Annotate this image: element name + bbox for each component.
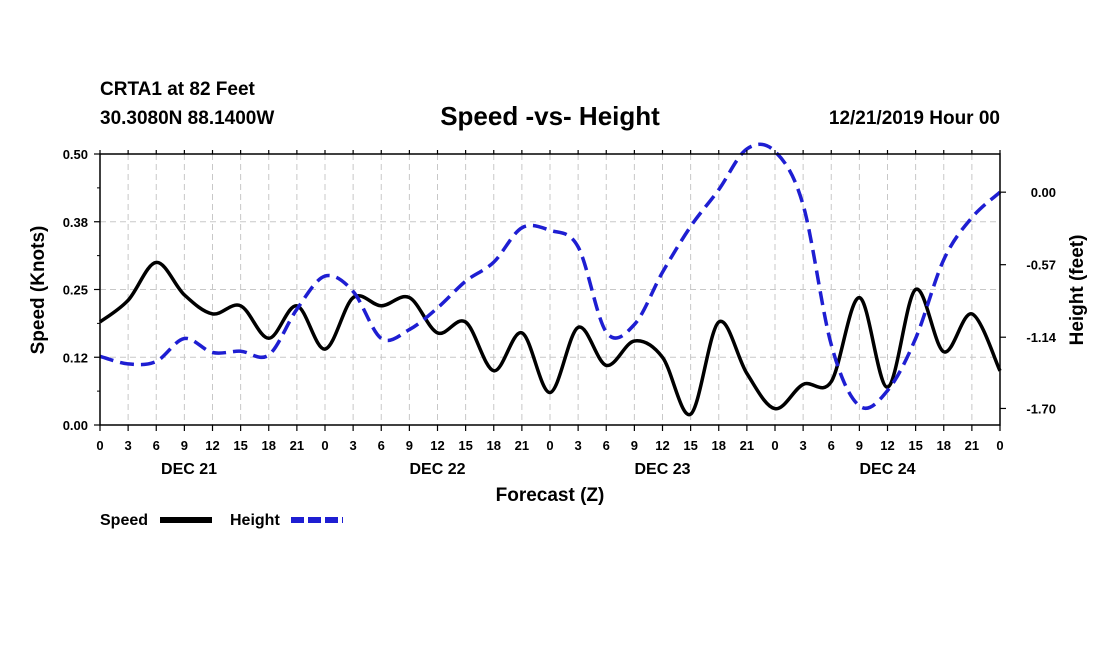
x-tick-label: 6 bbox=[603, 438, 610, 453]
x-tick-label: 21 bbox=[290, 438, 304, 453]
series-speed-line bbox=[98, 260, 1002, 416]
legend-speed-label: Speed bbox=[100, 512, 148, 529]
station-label: CRTA1 at 82 Feet bbox=[100, 79, 256, 100]
x-tick-label: 3 bbox=[350, 438, 357, 453]
axes: 0 3 6 9 12 15 18 21 0 3 6 9 12 15 18 21 0 3 6 9 12 15 18 21 0 3 6 9… bbox=[63, 147, 1057, 478]
right-tick-label: -1.70 bbox=[1026, 401, 1056, 416]
series-layer bbox=[98, 142, 1002, 416]
x-tick-label: 21 bbox=[515, 438, 529, 453]
x-tick-label: 18 bbox=[937, 438, 951, 453]
x-tick-label: 6 bbox=[153, 438, 160, 453]
x-tick-label: 12 bbox=[655, 438, 669, 453]
x-tick-label: 9 bbox=[856, 438, 863, 453]
x-tick-label: 9 bbox=[406, 438, 413, 453]
date-label: DEC 22 bbox=[409, 461, 465, 478]
x-tick-label: 18 bbox=[262, 438, 276, 453]
x-tick-label: 15 bbox=[233, 438, 247, 453]
x-tick-label: 15 bbox=[908, 438, 922, 453]
x-tick-label: 3 bbox=[800, 438, 807, 453]
x-tick-label: 9 bbox=[181, 438, 188, 453]
left-tick-label: 0.00 bbox=[63, 418, 88, 433]
left-tick-label: 0.12 bbox=[63, 350, 88, 365]
x-tick-label: 6 bbox=[828, 438, 835, 453]
run-time-label: 12/21/2019 Hour 00 bbox=[829, 108, 1000, 129]
right-tick-label: -1.14 bbox=[1026, 330, 1056, 345]
x-tick-label: 12 bbox=[430, 438, 444, 453]
x-tick-label: 0 bbox=[996, 438, 1003, 453]
right-tick-label: 0.00 bbox=[1031, 185, 1056, 200]
x-tick-label: 3 bbox=[125, 438, 132, 453]
x-axis-title: Forecast (Z) bbox=[496, 485, 605, 506]
x-tick-label: 21 bbox=[740, 438, 754, 453]
x-tick-label: 18 bbox=[712, 438, 726, 453]
legend: Speed Height bbox=[100, 512, 343, 529]
x-tick-label: 21 bbox=[965, 438, 979, 453]
x-tick-label: 0 bbox=[771, 438, 778, 453]
x-tick-label: 0 bbox=[546, 438, 553, 453]
right-axis-title: Height (feet) bbox=[1067, 235, 1088, 346]
x-tick-label: 3 bbox=[575, 438, 582, 453]
x-tick-label: 15 bbox=[458, 438, 472, 453]
date-label: DEC 24 bbox=[859, 461, 915, 478]
date-label: DEC 21 bbox=[161, 461, 217, 478]
x-tick-label: 0 bbox=[96, 438, 103, 453]
legend-height-label: Height bbox=[230, 512, 280, 529]
series-height-line bbox=[99, 142, 1002, 411]
date-label: DEC 23 bbox=[634, 461, 690, 478]
chart-title: Speed -vs- Height bbox=[440, 101, 660, 131]
x-tick-label: 12 bbox=[880, 438, 894, 453]
left-tick-label: 0.50 bbox=[63, 147, 88, 162]
right-tick-label: -0.57 bbox=[1026, 258, 1056, 273]
left-tick-label: 0.25 bbox=[63, 283, 88, 298]
left-axis-title: Speed (Knots) bbox=[28, 226, 49, 355]
x-tick-label: 6 bbox=[378, 438, 385, 453]
x-tick-label: 12 bbox=[205, 438, 219, 453]
left-tick-label: 0.38 bbox=[63, 215, 88, 230]
x-tick-label: 0 bbox=[321, 438, 328, 453]
coordinates-label: 30.3080N 88.1400W bbox=[100, 108, 274, 129]
x-tick-label: 9 bbox=[631, 438, 638, 453]
grid bbox=[100, 154, 1000, 425]
x-tick-label: 18 bbox=[487, 438, 501, 453]
x-tick-label: 15 bbox=[683, 438, 697, 453]
